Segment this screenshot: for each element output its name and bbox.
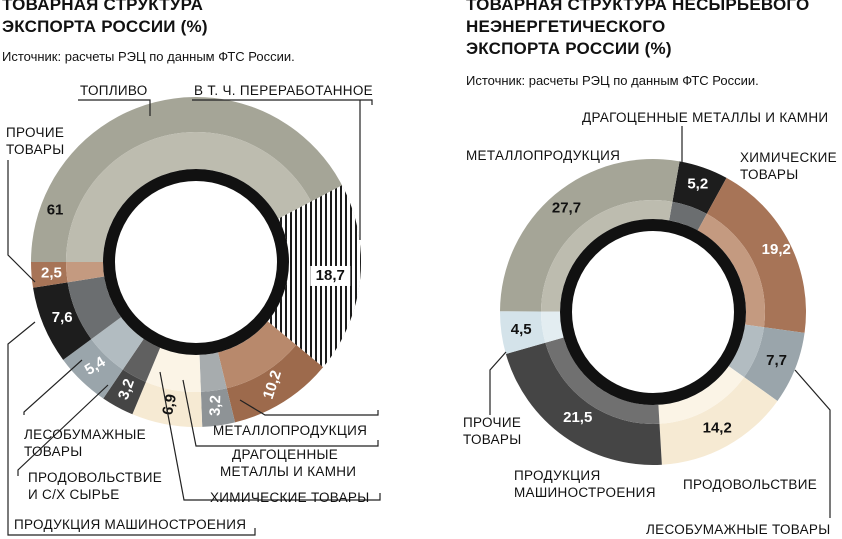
slice-продовольствие xyxy=(659,377,778,465)
slice-химические-товары xyxy=(706,177,806,333)
slice-металлопродукция xyxy=(500,159,680,312)
chart2-label-mach-2: МАШИНОСТРОЕНИЯ xyxy=(514,485,656,500)
chart2-callout-lines xyxy=(489,126,831,518)
value-прочие-товары: 4,5 xyxy=(511,321,532,338)
value-химические-товары: 19,2 xyxy=(762,241,791,258)
chart2-label-metal: МЕТАЛЛОПРОДУКЦИЯ xyxy=(466,148,620,163)
slice-inner-лесобумажные-товары xyxy=(728,324,764,378)
slice-продовольствие-и-с-х-сырье xyxy=(63,339,123,399)
slice-inner-прочие-товары xyxy=(66,262,105,283)
slice-inner-топливо xyxy=(66,132,326,345)
chart1-label-food-1: ПРОДОВОЛЬСТВИЕ xyxy=(28,470,162,485)
slice-химические-товары xyxy=(132,381,203,427)
slice-прочие-товары xyxy=(31,262,68,288)
processed-value-bg xyxy=(310,265,351,286)
chart1-label-other-2: ТОВАРЫ xyxy=(6,142,64,157)
slice-лесобумажные-товары xyxy=(744,327,805,401)
chart1-label-processed: В Т. Ч. ПЕРЕРАБОТАННОЕ xyxy=(194,83,373,98)
chart2-label-chem-2: ТОВАРЫ xyxy=(740,167,798,182)
slice-inner-химические-товары xyxy=(697,213,765,328)
chart2-label-mach-1: ПРОДУКЦИЯ xyxy=(514,468,601,483)
chart2-donut xyxy=(500,159,806,465)
chart1-label-mach: ПРОДУКЦИЯ МАШИНОСТРОЕНИЯ xyxy=(14,517,246,532)
chart1-label-other-1: ПРОЧИЕ xyxy=(6,125,64,140)
slice-inner-продукция-машиностроения xyxy=(545,337,660,424)
value-драгоценные-металлы-и-камни: 5,2 xyxy=(687,176,708,193)
value-продукция-машиностроения: 3,2 xyxy=(115,377,138,402)
slice-драгоценные-металлы-и-камни xyxy=(200,388,236,427)
value-продукция-машиностроения: 21,5 xyxy=(563,409,592,426)
slice-прочие-товары xyxy=(500,311,546,354)
slice-лесобумажные-товары xyxy=(33,282,92,360)
chart1-center-ring xyxy=(103,169,289,355)
slice-металлопродукция xyxy=(226,344,324,423)
chart2-label-forest: ЛЕСОБУМАЖНЫЕ ТОВАРЫ xyxy=(646,522,830,537)
value-драгоценные-металлы-и-камни: 3,2 xyxy=(207,395,225,416)
slice-inner-продукция-машиностроения xyxy=(122,338,161,382)
chart2-label-food: ПРОДОВОЛЬСТВИЕ xyxy=(683,477,817,492)
chart1-label-precious-1: ДРАГОЦЕННЫЕ xyxy=(232,447,338,462)
chart2-title: ТОВАРНАЯ СТРУКТУРА НЕСЫРЬЕВОГО НЕЭНЕРГЕТ… xyxy=(466,0,810,58)
chart1-label-fuel: ТОПЛИВО xyxy=(80,83,148,98)
chart1-label-chem: ХИМИЧЕСКИЕ ТОВАРЫ xyxy=(210,490,370,505)
chart2-source: Источник: расчеты РЭЦ по данным ФТС Росс… xyxy=(466,73,759,88)
value-лесобумажные-товары: 7,7 xyxy=(766,352,787,369)
chart2-label-other-2: ТОВАРЫ xyxy=(463,432,521,447)
value-processed-fuel: 18,7 xyxy=(316,267,345,284)
slice-inner-продовольствие-и-с-х-сырье xyxy=(91,317,144,370)
value-лесобумажные-товары: 7,6 xyxy=(52,309,73,326)
chart1-label-precious-2: МЕТАЛЛЫ И КАМНИ xyxy=(220,464,356,479)
chart1-title: ТОВАРНАЯ СТРУКТУРА ЭКСПОРТА РОССИИ (%) xyxy=(2,0,208,36)
chart1-label-food-2: И С/Х СЫРЬЕ xyxy=(28,487,120,502)
value-топливо: 61 xyxy=(47,202,64,219)
slice-inner-прочие-товары xyxy=(540,311,564,343)
chart2-label-chem-1: ХИМИЧЕСКИЕ xyxy=(740,150,837,165)
slice-драгоценные-металлы-и-камни xyxy=(672,161,727,214)
chart1-source: Источник: расчеты РЭЦ по данным ФТС Росс… xyxy=(2,49,295,64)
slice-продукция-машиностроения xyxy=(505,342,662,465)
value-металлопродукция: 27,7 xyxy=(552,199,581,216)
slice-inner-продовольствие xyxy=(658,366,745,424)
chart1-label-metal: МЕТАЛЛОПРОДУКЦИЯ xyxy=(213,423,367,438)
slice-inner-драгоценные-металлы-и-камни xyxy=(199,352,227,392)
slice-inner-химические-товары xyxy=(145,347,201,392)
chart1-label-forest-2: ТОВАРЫ xyxy=(24,444,82,459)
chart1-processed-wedge xyxy=(267,185,361,368)
slice-inner-металлопродукция xyxy=(217,321,297,389)
slice-inner-лесобумажные-товары xyxy=(67,276,122,340)
chart2-center-ring xyxy=(560,219,746,405)
slice-продукция-машиностроения xyxy=(103,369,146,415)
value-продовольствие: 14,2 xyxy=(703,419,732,436)
slice-inner-драгоценные-металлы-и-камни xyxy=(669,201,707,231)
chart2-label-precious: ДРАГОЦЕННЫЕ МЕТАЛЛЫ И КАМНИ xyxy=(582,110,828,125)
chart1-callout-lines xyxy=(7,99,381,536)
slice-inner-металлопродукция xyxy=(541,200,673,312)
chart1-label-forest-1: ЛЕСОБУМАЖНЫЕ xyxy=(24,427,146,442)
chart2-label-other-1: ПРОЧИЕ xyxy=(463,415,521,430)
value-прочие-товары: 2,5 xyxy=(41,264,62,281)
chart2-value-labels: 5,2 19,2 7,7 14,2 21,5 4,5 27,7 xyxy=(511,176,791,437)
